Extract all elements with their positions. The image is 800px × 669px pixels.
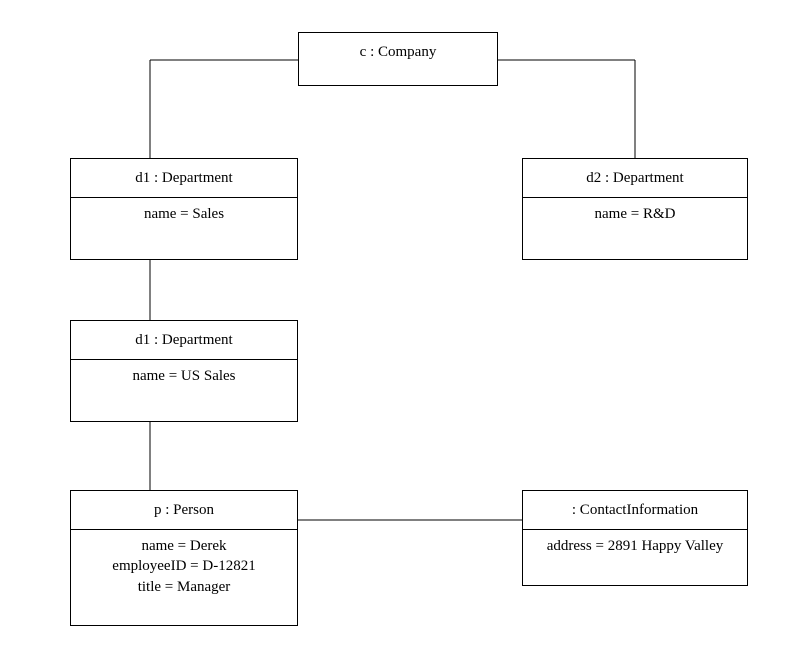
node-d2-attr-0: name = R&D	[529, 204, 741, 224]
node-d1-us-attr-0: name = US Sales	[77, 366, 291, 386]
node-person-title: p : Person	[71, 491, 297, 529]
node-contact-attr-0: address = 2891 Happy Valley	[529, 536, 741, 556]
node-person-attrs: name = Derek employeeID = D-12821 title …	[71, 529, 297, 625]
node-d1-us-title: d1 : Department	[71, 321, 297, 359]
node-d1-attr-0: name = Sales	[77, 204, 291, 224]
node-company: c : Company	[298, 32, 498, 86]
node-d1-us: d1 : Department name = US Sales	[70, 320, 298, 422]
node-d1-title: d1 : Department	[71, 159, 297, 197]
node-person-attr-2: title = Manager	[77, 577, 291, 597]
uml-object-diagram: c : Company d1 : Department name = Sales…	[0, 0, 800, 669]
node-contact: : ContactInformation address = 2891 Happ…	[522, 490, 748, 586]
node-d2-attrs: name = R&D	[523, 197, 747, 259]
node-contact-title: : ContactInformation	[523, 491, 747, 529]
node-person: p : Person name = Derek employeeID = D-1…	[70, 490, 298, 626]
node-person-attr-0: name = Derek	[77, 536, 291, 556]
node-d1-us-attrs: name = US Sales	[71, 359, 297, 421]
node-d1: d1 : Department name = Sales	[70, 158, 298, 260]
node-d1-attrs: name = Sales	[71, 197, 297, 259]
node-d2: d2 : Department name = R&D	[522, 158, 748, 260]
node-company-title: c : Company	[299, 33, 497, 71]
node-d2-title: d2 : Department	[523, 159, 747, 197]
node-person-attr-1: employeeID = D-12821	[77, 556, 291, 576]
node-contact-attrs: address = 2891 Happy Valley	[523, 529, 747, 585]
